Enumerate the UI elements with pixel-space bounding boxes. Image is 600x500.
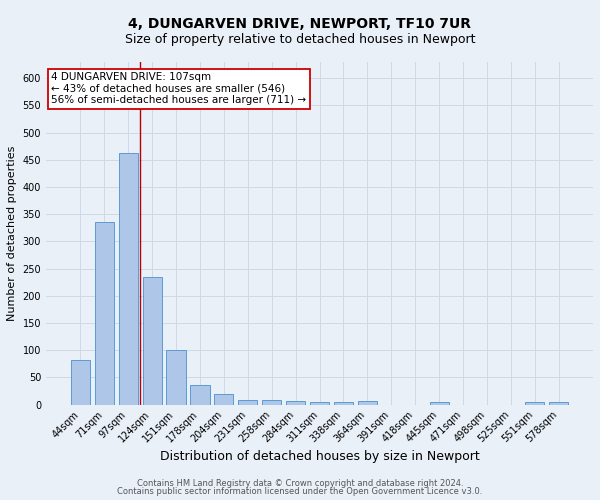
Text: Contains public sector information licensed under the Open Government Licence v3: Contains public sector information licen… [118,487,482,496]
Bar [525,402,544,404]
Bar [71,360,90,405]
Bar [143,277,162,404]
Bar [334,402,353,404]
Bar [95,222,114,404]
Bar [430,402,449,404]
Text: Size of property relative to detached houses in Newport: Size of property relative to detached ho… [125,32,475,46]
Bar [166,350,185,405]
Bar [286,402,305,404]
Y-axis label: Number of detached properties: Number of detached properties [7,146,17,321]
Text: Contains HM Land Registry data © Crown copyright and database right 2024.: Contains HM Land Registry data © Crown c… [137,478,463,488]
Bar [262,400,281,404]
Bar [190,384,209,404]
Bar [238,400,257,404]
Text: 4, DUNGARVEN DRIVE, NEWPORT, TF10 7UR: 4, DUNGARVEN DRIVE, NEWPORT, TF10 7UR [128,18,472,32]
Bar [310,402,329,404]
Bar [549,402,568,404]
Bar [358,402,377,404]
Text: 4 DUNGARVEN DRIVE: 107sqm
← 43% of detached houses are smaller (546)
56% of semi: 4 DUNGARVEN DRIVE: 107sqm ← 43% of detac… [52,72,307,106]
X-axis label: Distribution of detached houses by size in Newport: Distribution of detached houses by size … [160,450,479,463]
Bar [214,394,233,404]
Bar [119,154,138,404]
